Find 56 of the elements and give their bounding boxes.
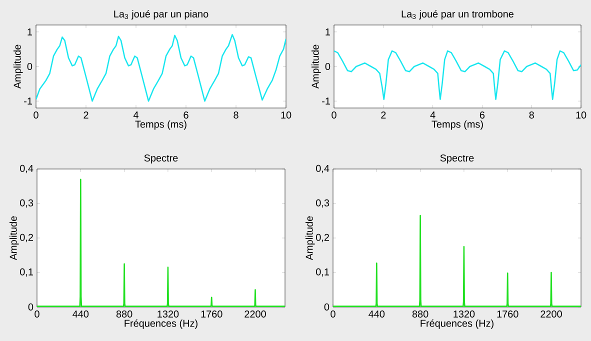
y-axis-title: Amplitude <box>14 44 23 89</box>
x-tick-label: 6 <box>480 112 485 119</box>
y-tick-label: -1 <box>322 98 330 105</box>
x-tick-label: 8 <box>234 112 238 119</box>
y-tick-label: 0,3 <box>316 199 330 208</box>
y-tick-label: 0,4 <box>316 164 330 174</box>
y-tick-label: 0,1 <box>20 268 34 277</box>
x-tick-label: 440 <box>72 310 89 318</box>
y-tick-label: 0 <box>27 62 32 70</box>
x-tick-label: 0 <box>332 112 336 119</box>
y-tick-label: 0 <box>324 303 330 311</box>
y-tick-label: 0,3 <box>20 199 34 208</box>
y-axis-title: Amplitude <box>312 44 321 89</box>
chart-title: La$_{3}$ joué par un piano <box>114 10 208 20</box>
x-tick-label: 2200 <box>244 310 266 318</box>
x-tick-label: 10 <box>576 112 586 119</box>
x-axis-title: Fréquences (Hz) <box>420 319 494 329</box>
y-tick-label: 0,1 <box>316 268 330 277</box>
x-tick-label: 4 <box>133 112 138 118</box>
line-series <box>37 178 286 307</box>
x-tick-label: 1760 <box>497 310 518 318</box>
x-tick-label: 2 <box>381 112 386 118</box>
y-tick-label: 0,2 <box>316 234 329 242</box>
line-series <box>36 34 286 102</box>
x-axis-title: Temps (ms) <box>135 120 186 130</box>
x-tick-label: 440 <box>368 310 385 318</box>
chart-title: La$_{3}$ joué par un trombone <box>402 10 514 20</box>
line-series <box>333 214 582 307</box>
y-axis-title: Amplitude <box>10 216 19 260</box>
x-axis-title: Fréquences (Hz) <box>124 319 198 329</box>
y-tick-label: 1 <box>28 28 32 36</box>
x-tick-label: 0 <box>34 112 38 119</box>
y-axis-title: Amplitude <box>306 216 315 260</box>
chart-title: Spectre <box>440 154 474 164</box>
x-tick-label: 1760 <box>201 310 222 318</box>
x-tick-label: 0 <box>34 310 40 318</box>
chart-title: Spectre <box>144 154 178 164</box>
x-tick-label: 1320 <box>158 310 179 318</box>
line-series <box>334 50 582 100</box>
x-tick-label: 880 <box>116 310 132 318</box>
x-tick-label: 4 <box>430 112 436 118</box>
y-tick-label: 0,4 <box>20 164 34 174</box>
x-tick-label: 6 <box>184 112 188 119</box>
x-axis-title: Temps (ms) <box>432 120 483 130</box>
y-tick-label: 1 <box>326 28 330 36</box>
y-tick-label: 0,2 <box>20 234 33 242</box>
x-tick-label: 10 <box>281 112 292 119</box>
x-tick-label: 8 <box>529 112 534 119</box>
x-tick-label: 2 <box>84 112 88 118</box>
x-tick-label: 2200 <box>540 310 562 318</box>
x-tick-label: 1320 <box>454 310 475 318</box>
y-tick-label: 0 <box>325 62 330 70</box>
x-tick-label: 880 <box>412 310 428 318</box>
y-tick-label: -1 <box>24 98 32 105</box>
x-tick-label: 0 <box>330 310 336 318</box>
y-tick-label: 0 <box>28 303 34 311</box>
